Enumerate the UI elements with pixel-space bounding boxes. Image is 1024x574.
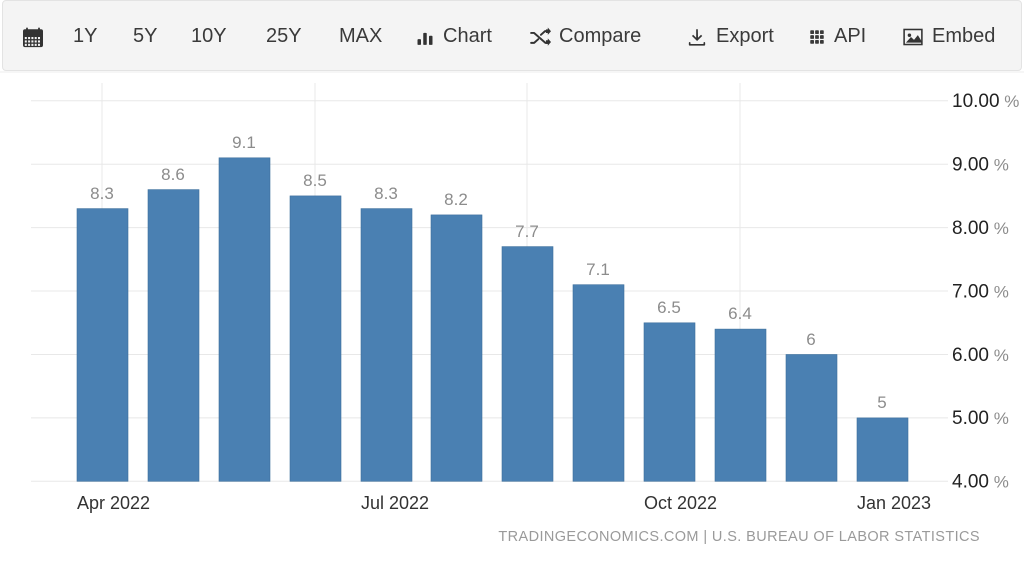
svg-text:5: 5 xyxy=(877,393,886,412)
svg-text:8.00 %: 8.00 % xyxy=(952,218,1009,239)
svg-text:9.00 %: 9.00 % xyxy=(952,155,1009,176)
svg-text:7.7: 7.7 xyxy=(515,222,539,241)
svg-text:10.00 %: 10.00 % xyxy=(952,91,1019,112)
svg-text:6: 6 xyxy=(806,330,815,349)
svg-text:7.00 %: 7.00 % xyxy=(952,281,1009,302)
svg-text:8.3: 8.3 xyxy=(374,184,398,203)
svg-text:8.5: 8.5 xyxy=(303,171,327,190)
svg-text:7.1: 7.1 xyxy=(586,260,610,279)
svg-text:6.4: 6.4 xyxy=(728,304,752,323)
svg-text:4.00 %: 4.00 % xyxy=(952,472,1009,493)
svg-text:Jan 2023: Jan 2023 xyxy=(857,493,931,513)
svg-text:Apr 2022: Apr 2022 xyxy=(77,493,150,513)
svg-text:8.6: 8.6 xyxy=(161,165,185,184)
svg-text:Jul 2022: Jul 2022 xyxy=(361,493,429,513)
svg-text:Oct 2022: Oct 2022 xyxy=(644,493,717,513)
svg-text:9.1: 9.1 xyxy=(232,133,256,152)
svg-text:TRADINGECONOMICS.COM | U.S. BU: TRADINGECONOMICS.COM | U.S. BUREAU OF LA… xyxy=(498,529,980,545)
svg-text:6.5: 6.5 xyxy=(657,298,681,317)
svg-text:8.2: 8.2 xyxy=(444,190,468,209)
svg-text:5.00 %: 5.00 % xyxy=(952,408,1009,429)
svg-text:6.00 %: 6.00 % xyxy=(952,345,1009,366)
svg-text:8.3: 8.3 xyxy=(90,184,114,203)
